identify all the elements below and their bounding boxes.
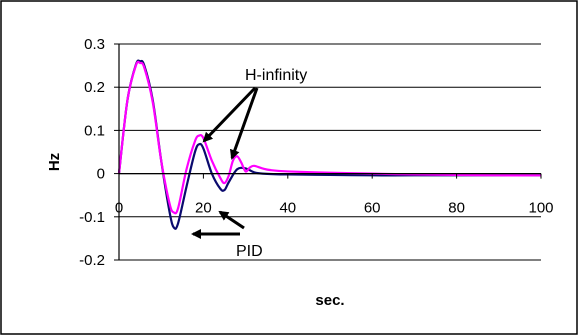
- y-tick-label: 0.3: [84, 36, 105, 53]
- y-tick-label: 0.1: [84, 122, 105, 139]
- y-tick-label: 0.2: [84, 79, 105, 96]
- x-tick-label: 80: [448, 200, 465, 217]
- x-tick-label: 20: [195, 200, 212, 217]
- arrow-h-infinity-1: [202, 86, 257, 143]
- annotation-pid: PID: [236, 243, 263, 260]
- tick-labels: 0.3 0.2 0.1 0 -0.1 -0.2 0 20 40 60 80 100: [79, 36, 553, 269]
- x-tick-label: 100: [528, 200, 553, 217]
- x-tick-label: 40: [279, 200, 296, 217]
- annotation-arrows: [191, 86, 259, 239]
- series-line-1: [117, 60, 542, 215]
- x-tick-label: 60: [364, 200, 381, 217]
- gridlines: [119, 43, 541, 261]
- arrow-h-infinity-2: [229, 87, 259, 160]
- arrow-pid-2: [218, 210, 245, 230]
- x-axis-title: sec.: [315, 292, 344, 309]
- y-tick-label: -0.1: [79, 209, 105, 226]
- annotation-h-infinity: H-infinity: [245, 67, 307, 84]
- y-axis-title: Hz: [46, 153, 63, 171]
- axes: [114, 43, 542, 261]
- x-tick-label: 0: [115, 200, 123, 217]
- y-tick-label: -0.2: [79, 252, 105, 269]
- y-tick-label: 0: [97, 166, 105, 183]
